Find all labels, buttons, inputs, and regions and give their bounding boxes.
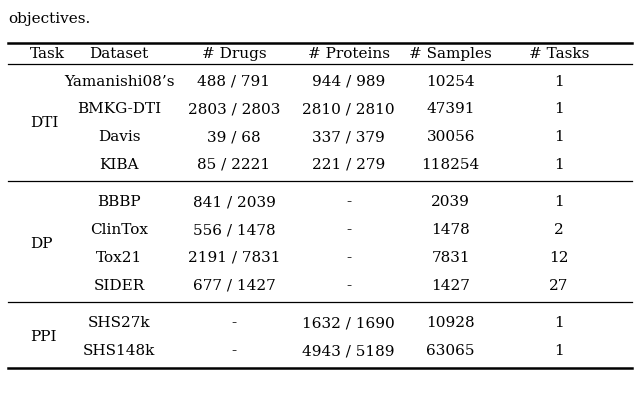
- Text: 2803 / 2803: 2803 / 2803: [188, 102, 280, 116]
- Text: SHS148k: SHS148k: [83, 344, 156, 358]
- Text: -: -: [232, 344, 237, 358]
- Text: 1632 / 1690: 1632 / 1690: [302, 317, 395, 330]
- Text: 27: 27: [549, 279, 569, 293]
- Text: -: -: [346, 251, 351, 265]
- Text: 63065: 63065: [426, 344, 475, 358]
- Text: 1: 1: [554, 317, 564, 330]
- Text: 2191 / 7831: 2191 / 7831: [188, 251, 280, 265]
- Text: 47391: 47391: [426, 102, 475, 116]
- Text: BMKG-DTI: BMKG-DTI: [77, 102, 161, 116]
- Text: 7831: 7831: [431, 251, 470, 265]
- Text: Task: Task: [30, 47, 65, 60]
- Text: -: -: [346, 223, 351, 237]
- Text: 1: 1: [554, 344, 564, 358]
- Text: # Drugs: # Drugs: [202, 47, 266, 60]
- Text: 1: 1: [554, 196, 564, 209]
- Text: BBBP: BBBP: [97, 196, 141, 209]
- Text: 556 / 1478: 556 / 1478: [193, 223, 275, 237]
- Text: -: -: [232, 317, 237, 330]
- Text: 1: 1: [554, 130, 564, 144]
- Text: -: -: [346, 196, 351, 209]
- Text: 118254: 118254: [422, 158, 480, 172]
- Text: 12: 12: [549, 251, 569, 265]
- Text: # Proteins: # Proteins: [308, 47, 390, 60]
- Text: 1: 1: [554, 158, 564, 172]
- Text: Yamanishi08’s: Yamanishi08’s: [64, 75, 175, 88]
- Text: 677 / 1427: 677 / 1427: [193, 279, 275, 293]
- Text: Davis: Davis: [98, 130, 141, 144]
- Text: 221 / 279: 221 / 279: [312, 158, 385, 172]
- Text: 337 / 379: 337 / 379: [312, 130, 385, 144]
- Text: -: -: [346, 279, 351, 293]
- Text: 1427: 1427: [431, 279, 470, 293]
- Text: 2039: 2039: [431, 196, 470, 209]
- Text: # Samples: # Samples: [409, 47, 492, 60]
- Text: 2810 / 2810: 2810 / 2810: [302, 102, 395, 116]
- Text: 841 / 2039: 841 / 2039: [193, 196, 275, 209]
- Text: 30056: 30056: [426, 130, 475, 144]
- Text: SIDER: SIDER: [93, 279, 145, 293]
- Text: Tox21: Tox21: [96, 251, 142, 265]
- Text: Dataset: Dataset: [90, 47, 149, 60]
- Text: 1: 1: [554, 102, 564, 116]
- Text: 10254: 10254: [426, 75, 475, 88]
- Text: 85 / 2221: 85 / 2221: [197, 158, 271, 172]
- Text: 39 / 68: 39 / 68: [207, 130, 260, 144]
- Text: 2: 2: [554, 223, 564, 237]
- Text: 1478: 1478: [431, 223, 470, 237]
- Text: 944 / 989: 944 / 989: [312, 75, 385, 88]
- Text: # Tasks: # Tasks: [529, 47, 589, 60]
- Text: DTI: DTI: [30, 116, 58, 130]
- Text: 10928: 10928: [426, 317, 475, 330]
- Text: ClinTox: ClinTox: [90, 223, 148, 237]
- Text: SHS27k: SHS27k: [88, 317, 150, 330]
- Text: 1: 1: [554, 75, 564, 88]
- Text: DP: DP: [30, 237, 52, 251]
- Text: PPI: PPI: [30, 330, 56, 344]
- Text: KIBA: KIBA: [100, 158, 139, 172]
- Text: 4943 / 5189: 4943 / 5189: [303, 344, 395, 358]
- Text: objectives.: objectives.: [8, 12, 90, 26]
- Text: 488 / 791: 488 / 791: [198, 75, 271, 88]
